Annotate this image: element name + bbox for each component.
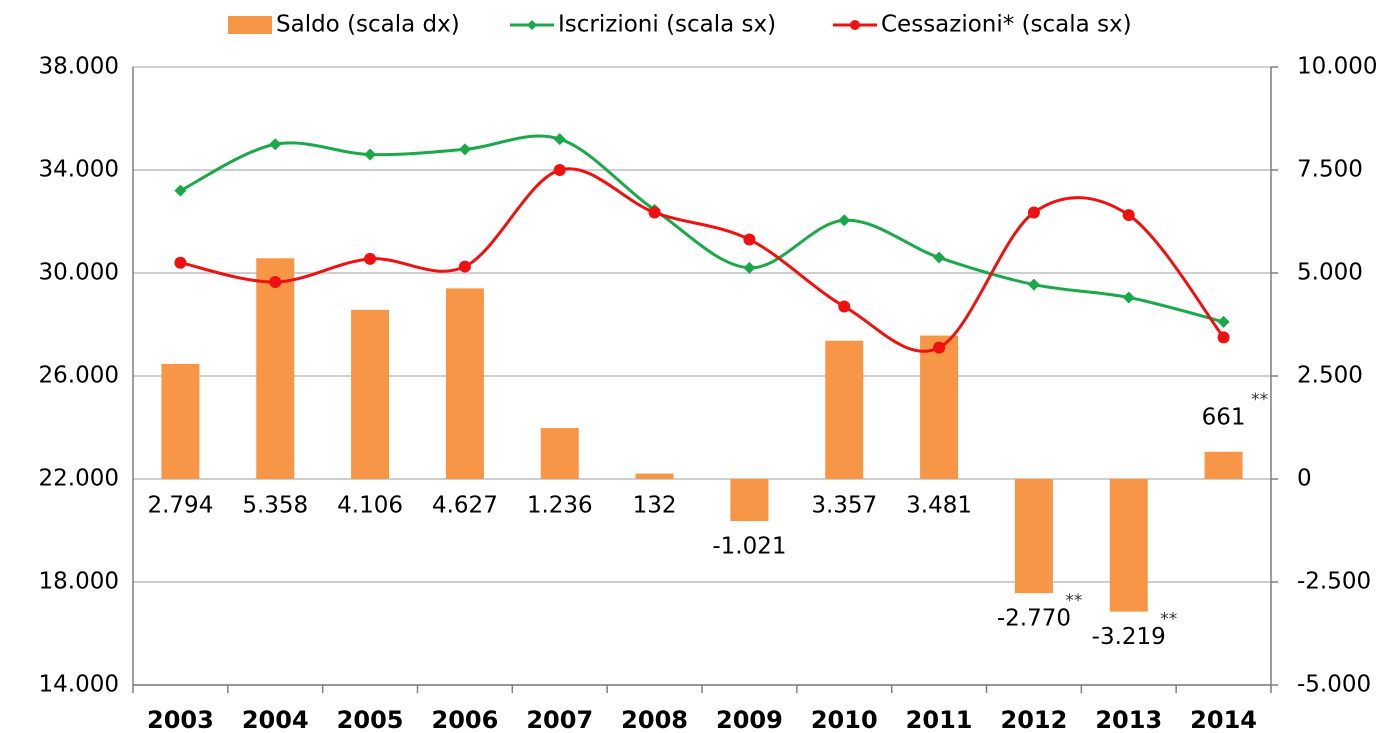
y2-tick-label: 7.500: [1297, 157, 1363, 183]
value-label: 3.481: [906, 493, 972, 519]
legend-label: Cessazioni* (scala sx): [881, 12, 1132, 38]
x-tick-label: 2011: [906, 706, 973, 733]
point: [458, 260, 471, 273]
point: [1027, 278, 1040, 291]
value-label: -3.219: [1092, 624, 1166, 650]
y2-tick-label: 10.000: [1297, 54, 1377, 80]
y-tick-label: 14.000: [39, 672, 119, 698]
x-tick-label: 2009: [716, 706, 783, 733]
point: [1122, 291, 1135, 304]
y2-tick-label: 2.500: [1297, 363, 1363, 389]
value-label: -2.770: [997, 606, 1071, 632]
point: [269, 276, 282, 289]
point: [648, 206, 661, 219]
y2-tick-label: 5.000: [1297, 260, 1363, 286]
value-label: 4.627: [432, 493, 498, 519]
x-tick-label: 2003: [147, 706, 214, 733]
y2-tick-label: 0: [1297, 466, 1312, 492]
bar: [1014, 479, 1053, 594]
value-label: 1.236: [527, 493, 593, 519]
legend-label: Iscrizioni (scala sx): [558, 12, 776, 38]
point: [364, 252, 377, 265]
point: [269, 138, 282, 151]
bar: [256, 258, 295, 479]
x-tick-label: 2005: [337, 706, 404, 733]
y-tick-label: 22.000: [39, 466, 119, 492]
bar: [445, 288, 484, 479]
x-tick-label: 2008: [621, 706, 688, 733]
point: [1122, 209, 1135, 222]
bar: [1204, 451, 1243, 479]
point: [174, 256, 187, 269]
value-label: 3.357: [811, 493, 877, 519]
point: [364, 148, 377, 161]
legend-marker: [850, 20, 860, 30]
legend-marker: [527, 20, 537, 30]
point: [1027, 206, 1040, 219]
bar: [540, 428, 579, 479]
point: [553, 164, 566, 176]
y2-tick-label: -2.500: [1297, 569, 1371, 595]
value-label: 4.106: [337, 493, 403, 519]
line: [180, 167, 1225, 353]
point: [743, 261, 756, 274]
y-tick-label: 38.000: [39, 54, 119, 80]
legend-swatch: [228, 16, 272, 34]
point: [1217, 315, 1230, 328]
bar: [161, 363, 200, 479]
value-label: -1.021: [712, 534, 786, 560]
x-tick-label: 2014: [1190, 706, 1257, 733]
value-note: **: [1160, 610, 1177, 630]
value-note: **: [1065, 591, 1082, 611]
point: [1217, 331, 1230, 344]
value-label: 661: [1202, 404, 1246, 430]
legend-label: Saldo (scala dx): [276, 12, 460, 38]
value-note: **: [1251, 390, 1268, 410]
y-tick-label: 30.000: [39, 260, 119, 286]
y-tick-label: 26.000: [39, 363, 119, 389]
y2-tick-label: -5.000: [1297, 672, 1371, 698]
point: [458, 143, 471, 156]
x-tick-label: 2007: [526, 706, 593, 733]
y-tick-label: 34.000: [39, 157, 119, 183]
point: [933, 341, 946, 354]
x-tick-label: 2010: [811, 706, 878, 733]
value-label: 132: [633, 493, 677, 519]
x-tick-label: 2012: [1001, 706, 1068, 733]
bar: [1109, 479, 1148, 612]
point: [838, 300, 851, 313]
value-label: 5.358: [242, 493, 308, 519]
point: [553, 133, 566, 146]
bar: [730, 479, 769, 522]
bar: [635, 473, 674, 479]
point: [174, 184, 187, 197]
point: [743, 233, 756, 246]
x-tick-label: 2004: [242, 706, 309, 733]
bar: [920, 335, 959, 479]
point: [933, 251, 946, 264]
value-label: 2.794: [147, 493, 213, 519]
line: [179, 134, 1224, 324]
y-tick-label: 18.000: [39, 569, 119, 595]
bar: [351, 309, 390, 479]
point: [838, 214, 851, 227]
bar: [825, 340, 864, 479]
x-tick-label: 2013: [1095, 706, 1162, 733]
x-tick-label: 2006: [432, 706, 499, 733]
